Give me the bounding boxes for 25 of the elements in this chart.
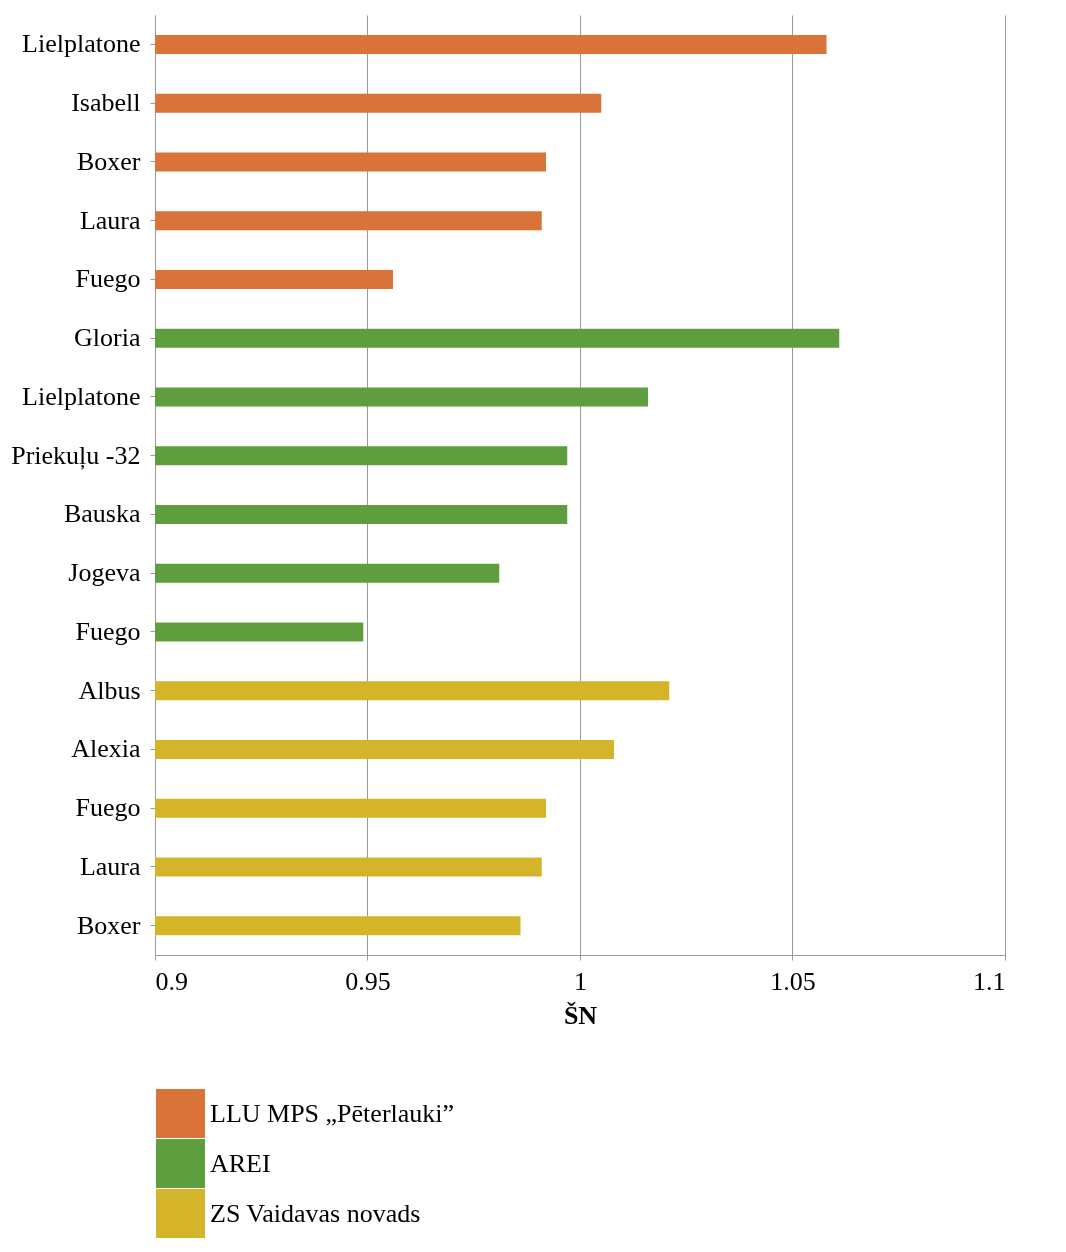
- y-tick-label: Fuego: [75, 264, 141, 294]
- y-tick-label: Laura: [79, 851, 141, 881]
- x-tick-label: 1.1: [973, 966, 1006, 996]
- y-tick-label: Fuego: [75, 793, 141, 823]
- y-tick-label: Jogeva: [68, 558, 141, 588]
- y-tick-label: Fuego: [75, 616, 141, 646]
- y-tick-label: Gloria: [74, 323, 141, 353]
- legend-label: AREI: [210, 1148, 271, 1178]
- x-tick-label: 1.05: [770, 966, 816, 996]
- y-tick-label: Priekuļu -32: [11, 440, 141, 470]
- legend-label: ZS Vaidavas novads: [210, 1198, 421, 1228]
- y-tick-label: Alexia: [71, 734, 141, 764]
- y-tick-label: Isabell: [71, 88, 141, 118]
- x-axis-title: ŠN: [563, 1000, 598, 1030]
- y-tick-label: Bauska: [63, 499, 141, 529]
- legend-label: LLU MPS „Pēterlauki”: [210, 1098, 455, 1128]
- y-tick-label: Boxer: [76, 146, 141, 176]
- x-tick-label: 1: [574, 966, 587, 996]
- y-tick-label: Laura: [79, 205, 141, 235]
- x-tick-label: 0.95: [345, 966, 391, 996]
- y-tick-label: Lielplatone: [22, 29, 141, 59]
- y-tick-label: Lielplatone: [22, 381, 141, 411]
- y-tick-label: Boxer: [76, 910, 141, 940]
- x-tick-label: 0.9: [155, 966, 188, 996]
- y-tick-label: Albus: [78, 675, 141, 705]
